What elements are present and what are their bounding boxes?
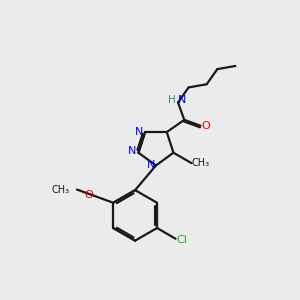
Text: N: N — [177, 95, 186, 105]
Text: CH₃: CH₃ — [191, 158, 209, 168]
Text: H: H — [168, 95, 175, 105]
Text: Cl: Cl — [176, 235, 187, 244]
Text: CH₃: CH₃ — [51, 184, 70, 194]
Text: N: N — [128, 146, 136, 156]
Text: O: O — [202, 121, 210, 131]
Text: N: N — [146, 160, 155, 170]
Text: O: O — [85, 190, 93, 200]
Text: N: N — [134, 127, 143, 137]
